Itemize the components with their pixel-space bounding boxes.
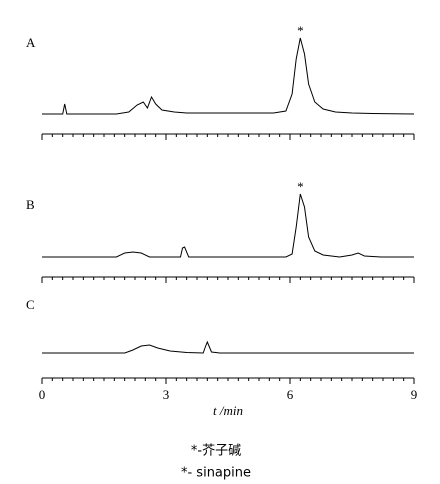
trace: [42, 340, 414, 354]
panel-label: A: [26, 35, 36, 50]
trace: [42, 193, 414, 258]
x-tick-label: 0: [39, 387, 46, 402]
footnote: *- sinapine: [181, 466, 251, 481]
trace: [42, 37, 415, 115]
peak-marker: *: [297, 179, 304, 194]
peak-marker: *: [297, 23, 304, 38]
x-axis-label: t /min: [213, 403, 243, 418]
x-tick-label: 9: [411, 387, 418, 402]
panel-label: B: [26, 197, 35, 212]
footnote: *-芥子碱: [191, 444, 241, 459]
x-tick-label: 3: [163, 387, 170, 402]
x-tick-label: 6: [287, 387, 294, 402]
panel-label: C: [26, 297, 35, 312]
